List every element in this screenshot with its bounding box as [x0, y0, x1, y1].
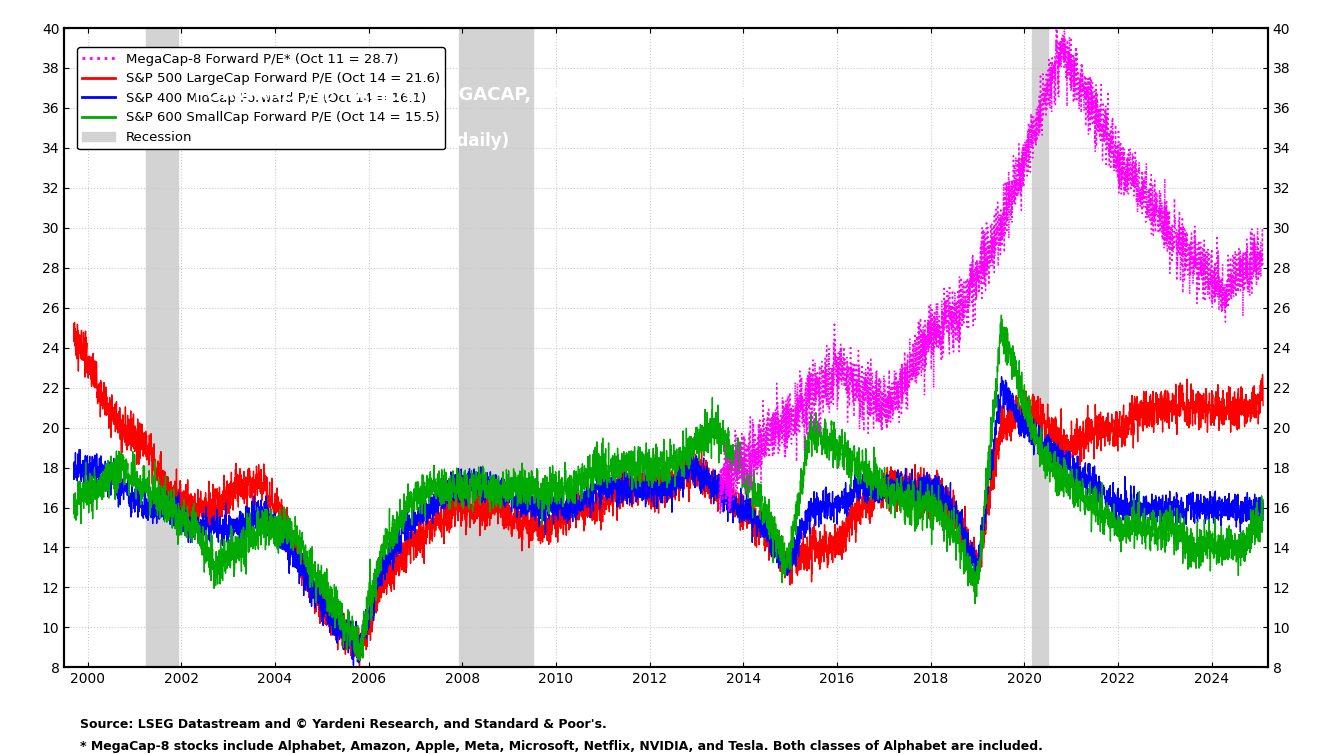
- Text: FORWARD P/E RATIOS: MEGACAP, LARGECAP & SMIDCAP: FORWARD P/E RATIOS: MEGACAP, LARGECAP & …: [194, 86, 765, 104]
- Text: (daily): (daily): [449, 133, 510, 150]
- Bar: [147, 28, 177, 667]
- Bar: [1032, 28, 1048, 667]
- Text: Source: LSEG Datastream and © Yardeni Research, and Standard & Poor's.: Source: LSEG Datastream and © Yardeni Re…: [80, 718, 606, 731]
- Bar: [458, 28, 533, 667]
- Text: * MegaCap-8 stocks include Alphabet, Amazon, Apple, Meta, Microsoft, Netflix, NV: * MegaCap-8 stocks include Alphabet, Ama…: [80, 740, 1043, 753]
- Legend: MegaCap-8 Forward P/E* (Oct 11 = 28.7), S&P 500 LargeCap Forward P/E (Oct 14 = 2: MegaCap-8 Forward P/E* (Oct 11 = 28.7), …: [77, 48, 445, 149]
